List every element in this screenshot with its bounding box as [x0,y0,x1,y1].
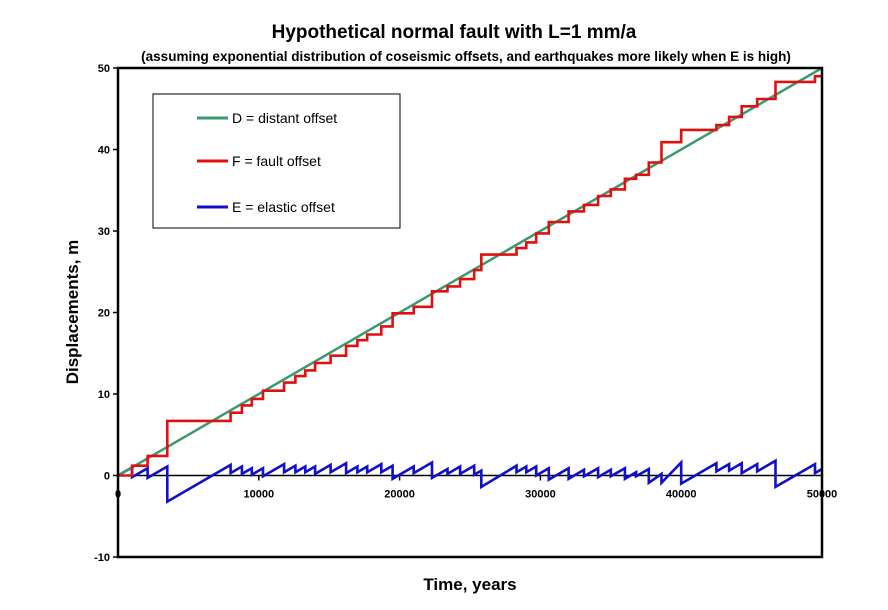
y-tick-label: 10 [98,389,110,401]
x-tick-label: 40000 [666,489,697,501]
chart-title: Hypothetical normal fault with L=1 mm/a [272,22,637,43]
x-axis-label: Time, years [423,575,516,594]
plot-area-frame [116,66,824,559]
x-tick-label: 20000 [384,489,415,501]
y-axis-label: Displacements, m [63,240,82,385]
legend-label-f: F = fault offset [232,153,321,169]
x-tick-label: 10000 [244,489,275,501]
x-tick-label: 30000 [525,489,556,501]
legend-label-e: E = elastic offset [232,199,335,215]
series-line-e [117,458,823,504]
series-line-d [117,66,823,477]
y-tick-label: 0 [104,471,110,483]
chart-subtitle: (assuming exponential distribution of co… [141,49,791,64]
series-line-f [118,74,822,477]
plot-series [117,66,823,504]
y-tick-label: 20 [98,308,110,320]
legend-label-d: D = distant offset [232,110,337,126]
y-tick-label: 30 [98,226,110,238]
legend-box [152,93,401,229]
y-tick-label: 40 [98,145,110,157]
y-tick-label: 50 [98,63,110,75]
legend: D = distant offset F = fault offset E = el… [152,93,401,229]
y-tick-label: -10 [94,552,110,564]
